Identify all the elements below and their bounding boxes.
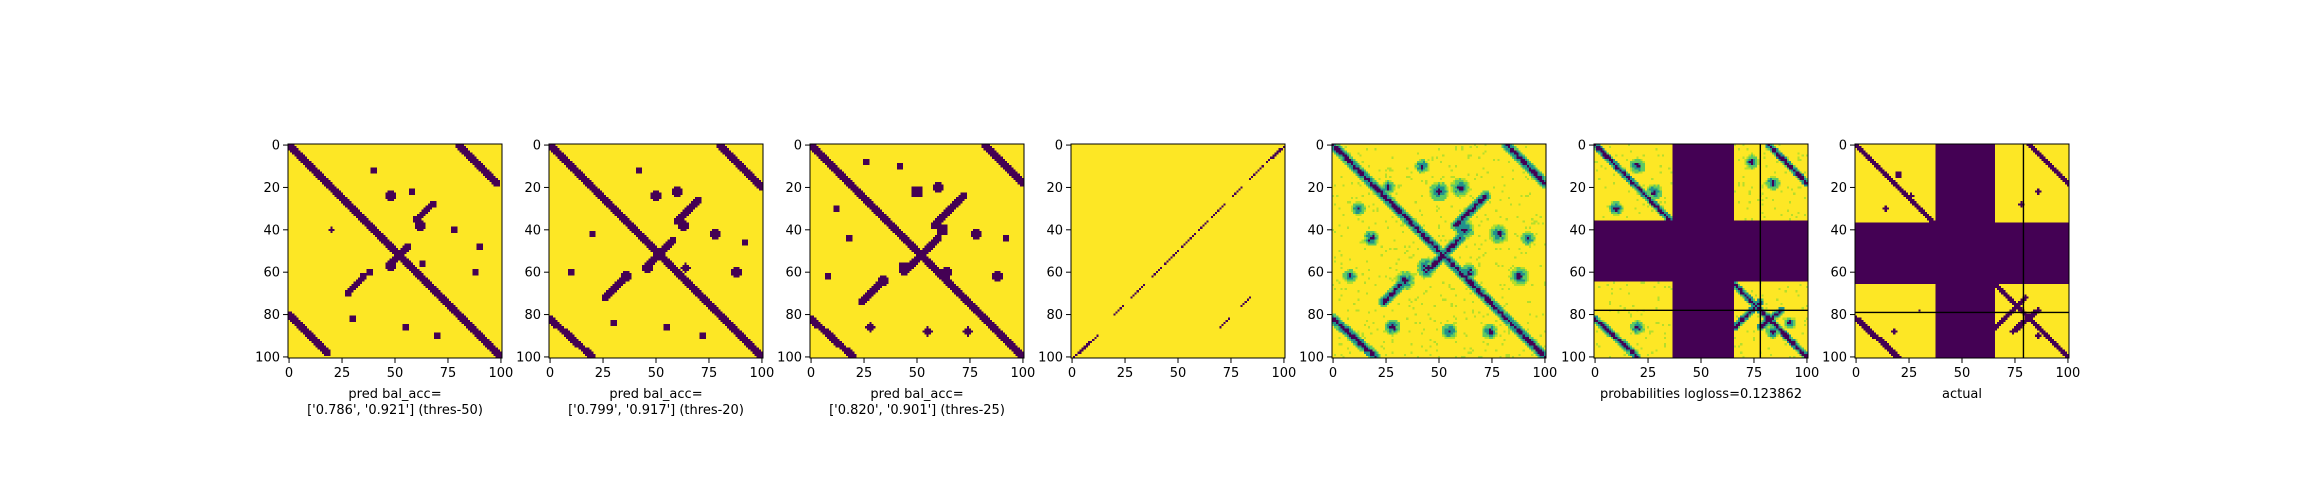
y-tick-label: 80 — [263, 308, 280, 323]
x-tick-label: 0 — [1591, 366, 1599, 381]
y-tick-label: 0 — [1055, 139, 1063, 154]
y-tick-label: 100 — [1561, 350, 1586, 365]
x-tick-label: 0 — [1329, 366, 1337, 381]
y-tick-label: 100 — [1038, 350, 1063, 365]
y-tick-label: 60 — [785, 266, 802, 281]
x-tick-label: 25 — [334, 366, 351, 381]
y-tick-label: 40 — [524, 223, 541, 238]
y-tick-label: 80 — [1046, 308, 1063, 323]
heatmap-image-continuous-prob — [1332, 144, 1546, 358]
x-tick-label: 100 — [1011, 366, 1036, 381]
y-tick-label: 100 — [516, 350, 541, 365]
heatmap-image-pred-thres-50 — [288, 144, 502, 358]
x-tick-label: 75 — [1746, 366, 1763, 381]
y-tick-label: 40 — [1307, 223, 1324, 238]
y-tick-label: 80 — [1569, 308, 1586, 323]
panel-pred-thres-50: 0 25 50 75 100 0 20 40 60 80 100 pred bal_acc= ['0.7… — [255, 139, 513, 418]
x-tick-label: 25 — [1640, 366, 1657, 381]
x-axis-label: actual — [1942, 387, 1982, 402]
x-tick-label: 50 — [1170, 366, 1187, 381]
x-tick-label: 0 — [1852, 366, 1860, 381]
panel-pred-thres-20: 0 25 50 75 100 0 20 40 60 80 100 pred bal_acc= ['0.7… — [516, 139, 774, 418]
x-tick-label: 100 — [1533, 366, 1558, 381]
y-tick-label: 60 — [524, 266, 541, 281]
y-tick-label: 100 — [1822, 350, 1847, 365]
panel-probabilities: 0 25 50 75 100 0 20 40 60 80 100 probabilities logl… — [1561, 139, 1819, 402]
x-tick-label: 100 — [2056, 366, 2081, 381]
y-tick-label: 80 — [785, 308, 802, 323]
y-tick-label: 20 — [524, 181, 541, 196]
y-tick-label: 60 — [1569, 266, 1586, 281]
x-tick-label: 100 — [489, 366, 514, 381]
y-tick-label: 60 — [1830, 266, 1847, 281]
x-tick-label: 0 — [546, 366, 554, 381]
x-tick-label: 25 — [1901, 366, 1918, 381]
y-tick-label: 100 — [777, 350, 802, 365]
x-tick-label: 50 — [387, 366, 404, 381]
y-tick-label: 20 — [1569, 181, 1586, 196]
x-tick-label: 25 — [1378, 366, 1395, 381]
panel-pred-thres-25: 0 25 50 75 100 0 20 40 60 80 100 pred bal_acc= ['0.8… — [777, 139, 1035, 418]
y-tick-label: 100 — [1299, 350, 1324, 365]
x-tick-label: 25 — [1117, 366, 1134, 381]
x-tick-label: 0 — [285, 366, 293, 381]
y-tick-label: 20 — [263, 181, 280, 196]
heatmap-image-pred-thres-20 — [549, 144, 763, 358]
y-tick-label: 0 — [533, 139, 541, 154]
heatmap-image-thin-diagonal — [1071, 144, 1285, 358]
x-tick-label: 100 — [1795, 366, 1820, 381]
heatmap-image-actual — [1855, 144, 2069, 358]
x-tick-label: 75 — [962, 366, 979, 381]
y-tick-label: 60 — [1046, 266, 1063, 281]
x-axis-label: pred bal_acc= ['0.820', '0.901'] (thres-2… — [829, 387, 1005, 418]
y-tick-label: 40 — [263, 223, 280, 238]
x-tick-label: 25 — [856, 366, 873, 381]
y-tick-label: 0 — [1316, 139, 1324, 154]
x-tick-label: 50 — [1954, 366, 1971, 381]
y-tick-label: 80 — [1307, 308, 1324, 323]
heatmap-image-pred-thres-25 — [810, 144, 1024, 358]
x-axis-label: probabilities logloss=0.123862 — [1600, 387, 1802, 402]
y-tick-label: 80 — [524, 308, 541, 323]
x-tick-label: 100 — [1272, 366, 1297, 381]
y-tick-label: 0 — [1578, 139, 1586, 154]
y-tick-label: 40 — [1569, 223, 1586, 238]
y-tick-label: 60 — [1307, 266, 1324, 281]
y-tick-label: 20 — [785, 181, 802, 196]
panel-thin-diagonal: 0 25 50 75 100 0 20 40 60 80 100 — [1038, 139, 1296, 381]
x-tick-label: 25 — [595, 366, 612, 381]
y-tick-label: 20 — [1830, 181, 1847, 196]
x-tick-label: 100 — [750, 366, 775, 381]
x-axis-label: pred bal_acc= ['0.799', '0.917'] (thres-2… — [568, 387, 744, 418]
x-tick-label: 0 — [1068, 366, 1076, 381]
y-tick-label: 20 — [1307, 181, 1324, 196]
x-tick-label: 50 — [1693, 366, 1710, 381]
y-tick-label: 0 — [1839, 139, 1847, 154]
x-tick-label: 75 — [701, 366, 718, 381]
x-tick-label: 50 — [648, 366, 665, 381]
y-tick-label: 80 — [1830, 308, 1847, 323]
x-tick-label: 75 — [1223, 366, 1240, 381]
x-axis-label: pred bal_acc= ['0.786', '0.921'] (thres-5… — [307, 387, 483, 418]
y-tick-label: 100 — [255, 350, 280, 365]
y-tick-label: 20 — [1046, 181, 1063, 196]
y-tick-label: 0 — [272, 139, 280, 154]
y-tick-label: 40 — [1046, 223, 1063, 238]
y-tick-label: 40 — [1830, 223, 1847, 238]
x-tick-label: 50 — [909, 366, 926, 381]
x-tick-label: 75 — [1484, 366, 1501, 381]
x-tick-label: 50 — [1431, 366, 1448, 381]
y-tick-label: 60 — [263, 266, 280, 281]
heatmap-image-probabilities — [1594, 144, 1808, 358]
panel-actual: 0 25 50 75 100 0 20 40 60 80 100 actual — [1822, 139, 2080, 402]
x-tick-label: 0 — [807, 366, 815, 381]
x-tick-label: 75 — [440, 366, 457, 381]
y-tick-label: 40 — [785, 223, 802, 238]
x-tick-label: 75 — [2007, 366, 2024, 381]
panel-continuous-prob: 0 25 50 75 100 0 20 40 60 80 100 — [1299, 139, 1557, 381]
y-tick-label: 0 — [794, 139, 802, 154]
